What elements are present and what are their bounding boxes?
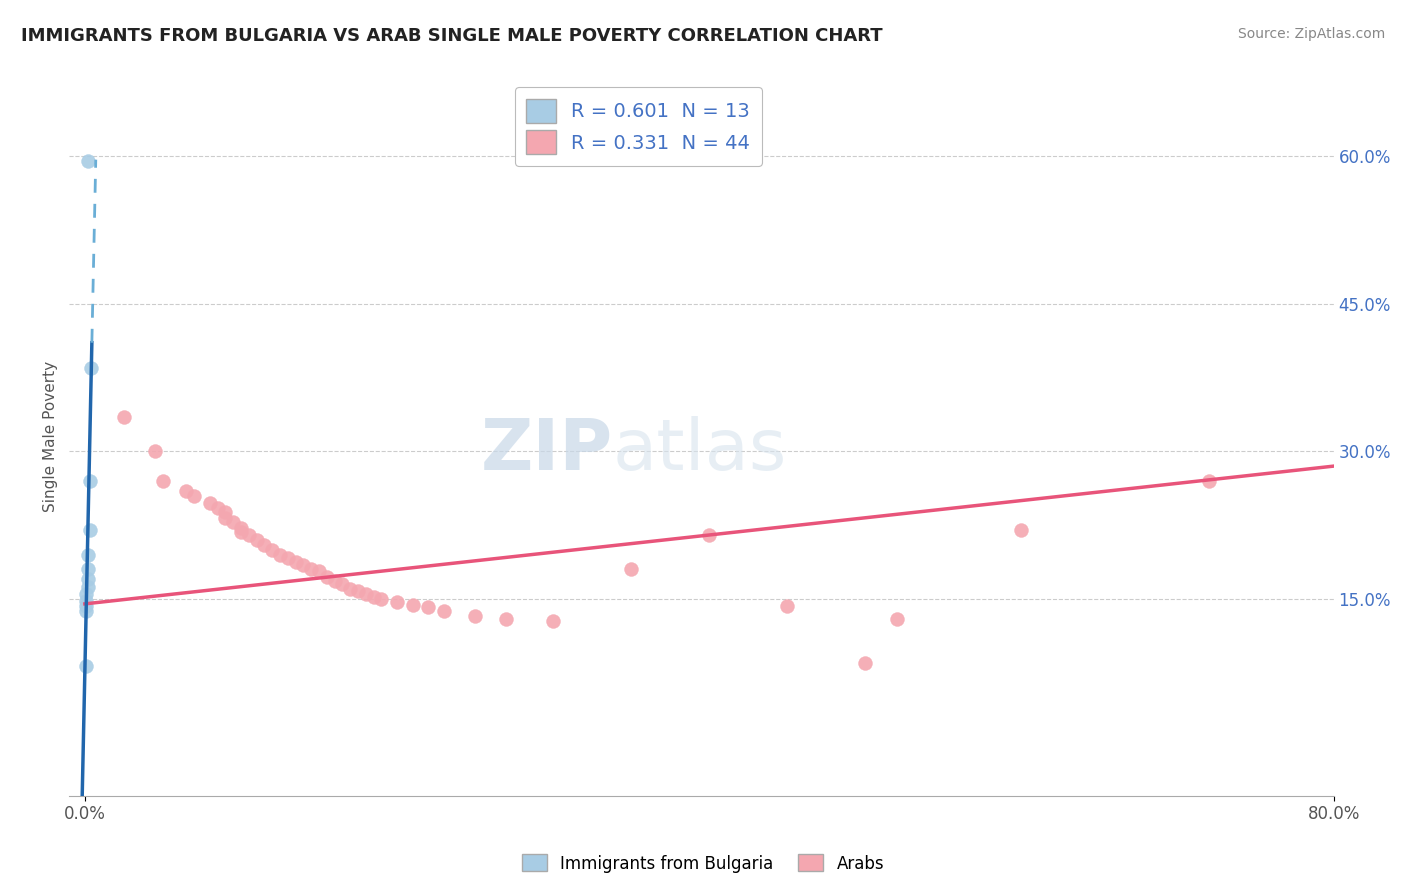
- Point: [776, 599, 799, 613]
- Point: [385, 595, 408, 609]
- Point: [541, 614, 564, 628]
- Point: [176, 483, 198, 498]
- Legend: R = 0.601  N = 13, R = 0.331  N = 44: R = 0.601 N = 13, R = 0.331 N = 44: [515, 87, 762, 166]
- Point: [853, 656, 876, 670]
- Point: [886, 612, 908, 626]
- Point: [77, 154, 100, 169]
- Point: [75, 594, 97, 608]
- Y-axis label: Single Male Poverty: Single Male Poverty: [44, 361, 58, 512]
- Point: [77, 580, 100, 594]
- Point: [222, 515, 245, 529]
- Point: [1198, 474, 1220, 488]
- Point: [347, 584, 370, 599]
- Point: [214, 505, 236, 519]
- Point: [363, 590, 385, 604]
- Point: [370, 591, 392, 606]
- Point: [79, 523, 101, 537]
- Point: [75, 599, 97, 613]
- Point: [152, 474, 174, 488]
- Point: [464, 608, 486, 623]
- Point: [299, 562, 322, 576]
- Point: [79, 474, 101, 488]
- Point: [308, 565, 330, 579]
- Point: [238, 528, 260, 542]
- Point: [77, 572, 100, 586]
- Point: [697, 528, 720, 542]
- Text: Source: ZipAtlas.com: Source: ZipAtlas.com: [1237, 27, 1385, 41]
- Point: [229, 521, 252, 535]
- Point: [339, 582, 361, 596]
- Point: [77, 548, 100, 562]
- Point: [262, 542, 284, 557]
- Point: [75, 587, 97, 601]
- Point: [418, 599, 440, 614]
- Point: [75, 604, 97, 618]
- Point: [183, 489, 205, 503]
- Text: atlas: atlas: [613, 417, 787, 485]
- Point: [80, 360, 103, 375]
- Point: [77, 562, 100, 576]
- Text: ZIP: ZIP: [481, 417, 613, 485]
- Point: [253, 538, 276, 552]
- Point: [198, 495, 221, 509]
- Point: [1010, 523, 1032, 537]
- Point: [269, 548, 291, 562]
- Point: [229, 524, 252, 539]
- Point: [315, 570, 337, 584]
- Point: [332, 577, 354, 591]
- Text: IMMIGRANTS FROM BULGARIA VS ARAB SINGLE MALE POVERTY CORRELATION CHART: IMMIGRANTS FROM BULGARIA VS ARAB SINGLE …: [21, 27, 883, 45]
- Point: [75, 658, 97, 673]
- Point: [207, 501, 229, 516]
- Legend: Immigrants from Bulgaria, Arabs: Immigrants from Bulgaria, Arabs: [515, 847, 891, 880]
- Point: [112, 409, 135, 424]
- Point: [401, 598, 423, 612]
- Point: [143, 444, 166, 458]
- Point: [214, 511, 236, 525]
- Point: [433, 604, 456, 618]
- Point: [495, 612, 517, 626]
- Point: [292, 558, 315, 572]
- Point: [284, 555, 307, 569]
- Point: [323, 574, 346, 589]
- Point: [620, 562, 643, 576]
- Point: [354, 587, 377, 601]
- Point: [277, 550, 299, 565]
- Point: [245, 533, 267, 547]
